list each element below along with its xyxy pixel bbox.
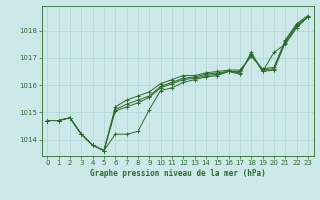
X-axis label: Graphe pression niveau de la mer (hPa): Graphe pression niveau de la mer (hPa) (90, 169, 266, 178)
